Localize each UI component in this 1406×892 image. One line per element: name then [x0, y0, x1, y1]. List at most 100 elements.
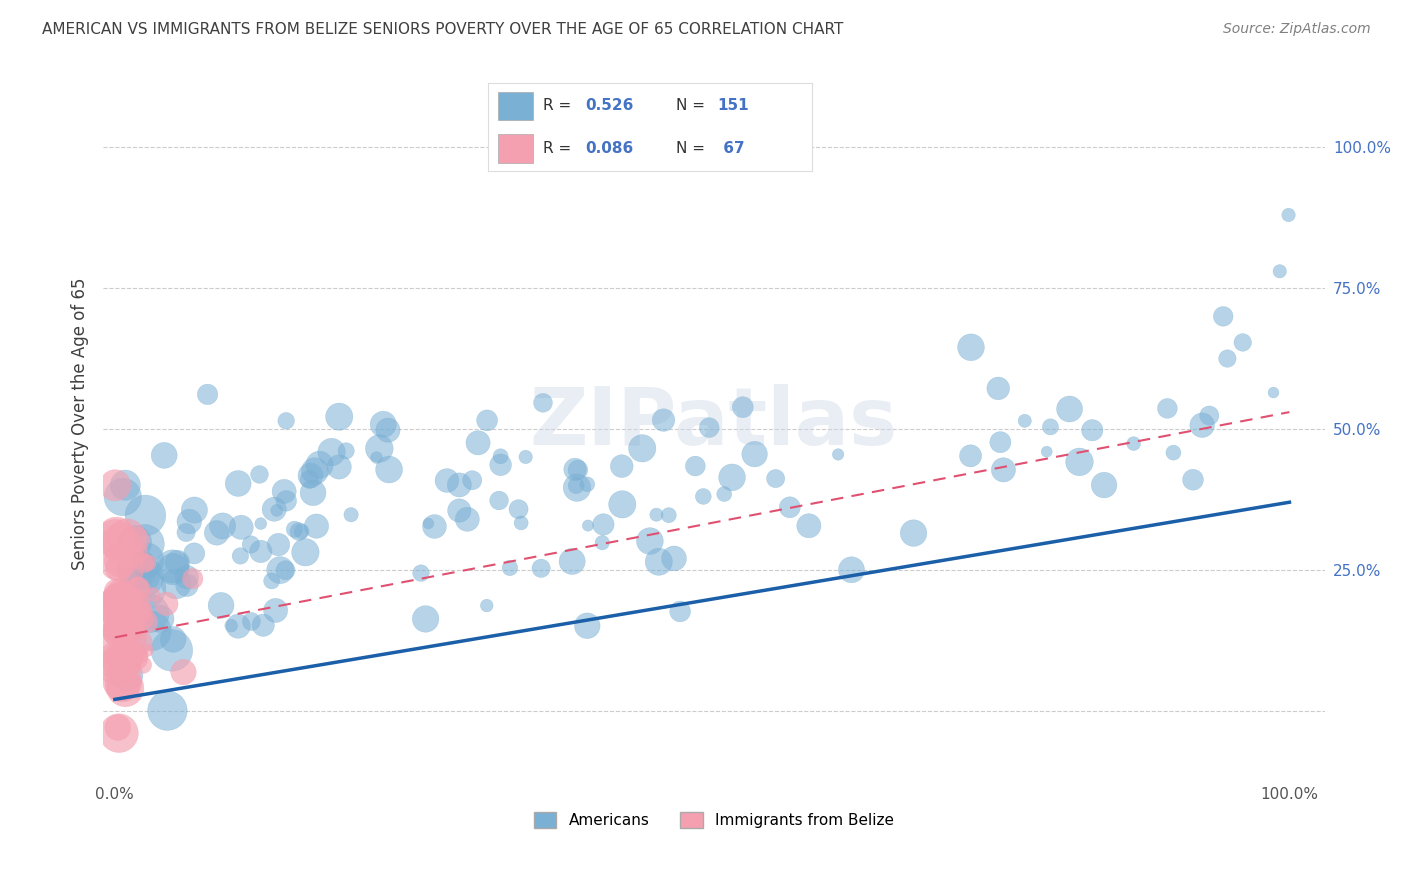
Point [1092, 478, 1115, 492]
Point [104, 532, 127, 546]
Point [274, 563, 297, 577]
Point [135, 613, 157, 627]
Point [131, 606, 153, 620]
Point [531, 396, 554, 410]
Point [162, 562, 184, 576]
Point [1232, 335, 1254, 350]
Point [264, 603, 287, 617]
Point [108, 617, 131, 632]
Point [328, 459, 350, 474]
Point [731, 400, 754, 414]
Point [1216, 351, 1239, 366]
Point [125, 651, 148, 665]
Point [104, 624, 127, 638]
Point [111, 600, 134, 615]
Point [561, 554, 583, 568]
Point [231, 520, 253, 534]
Point [304, 464, 326, 478]
Point [1263, 385, 1285, 400]
Point [176, 578, 198, 592]
Point [269, 563, 291, 577]
Point [340, 508, 363, 522]
Point [176, 570, 198, 584]
Point [132, 570, 155, 584]
Point [294, 545, 316, 559]
Point [475, 413, 498, 427]
Point [612, 497, 634, 511]
Point [475, 599, 498, 613]
Point [112, 593, 135, 607]
Point [135, 615, 157, 629]
Point [1268, 264, 1291, 278]
Point [134, 508, 156, 523]
Point [249, 544, 271, 558]
Point [1182, 473, 1205, 487]
Point [510, 516, 533, 530]
Point [226, 619, 249, 633]
Point [105, 557, 128, 571]
Point [415, 612, 437, 626]
Point [291, 524, 314, 539]
Point [219, 618, 242, 632]
Point [276, 414, 298, 428]
Point [127, 645, 149, 659]
Point [174, 525, 197, 540]
Point [1191, 418, 1213, 433]
Point [104, 478, 127, 492]
Point [105, 529, 128, 543]
Point [903, 526, 925, 541]
Point [114, 478, 136, 492]
Point [366, 450, 388, 465]
Point [373, 417, 395, 432]
Point [508, 502, 530, 516]
Point [377, 423, 399, 437]
Point [107, 721, 129, 735]
Point [118, 549, 141, 564]
Point [1069, 455, 1091, 469]
Point [993, 463, 1015, 477]
Point [118, 591, 141, 606]
Point [308, 458, 330, 472]
Point [229, 549, 252, 563]
Point [567, 463, 589, 477]
Point [564, 462, 586, 476]
Point [797, 518, 820, 533]
Point [132, 657, 155, 672]
Point [129, 648, 152, 663]
Point [631, 442, 654, 456]
Point [111, 595, 134, 609]
Point [110, 536, 132, 550]
Point [744, 447, 766, 461]
Point [1212, 310, 1234, 324]
Point [1059, 402, 1081, 417]
Point [697, 420, 720, 434]
Point [576, 518, 599, 533]
Point [658, 508, 681, 523]
Point [108, 621, 131, 635]
Point [240, 615, 263, 629]
Point [226, 476, 249, 491]
Point [136, 571, 159, 585]
Point [610, 459, 633, 474]
Point [155, 597, 177, 611]
Point [179, 515, 201, 529]
Point [183, 546, 205, 560]
Point [118, 564, 141, 578]
Point [565, 478, 588, 492]
Point [252, 618, 274, 632]
Point [515, 450, 537, 464]
Point [987, 381, 1010, 395]
Point [685, 458, 707, 473]
Point [779, 500, 801, 515]
Point [249, 516, 271, 531]
Point [115, 531, 138, 545]
Point [135, 582, 157, 596]
Point [249, 467, 271, 482]
Point [114, 681, 136, 695]
Point [108, 625, 131, 640]
Point [1198, 409, 1220, 423]
Point [1039, 420, 1062, 434]
Point [959, 449, 981, 463]
Point [124, 546, 146, 560]
Point [153, 448, 176, 462]
